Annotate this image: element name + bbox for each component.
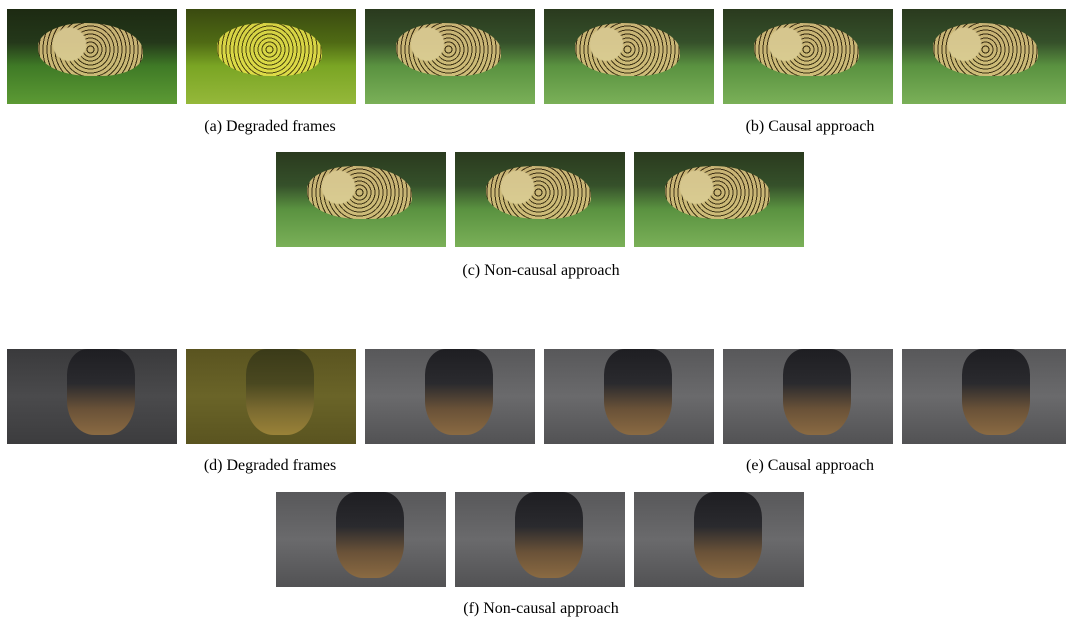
frame-image bbox=[7, 9, 177, 104]
frame-image bbox=[455, 492, 625, 587]
page: {"figures": [ {"panels": [{"caption": "(… bbox=[0, 0, 1066, 625]
subject bbox=[754, 23, 859, 75]
subject bbox=[665, 166, 770, 218]
frame-image bbox=[634, 492, 804, 587]
subject bbox=[307, 166, 412, 218]
subfigure-caption: (a) Degraded frames bbox=[204, 118, 335, 136]
frame-image bbox=[365, 9, 535, 104]
subfigure-caption: (e) Causal approach bbox=[746, 457, 874, 475]
subject bbox=[575, 23, 680, 75]
frame-image bbox=[365, 349, 535, 444]
frame-image bbox=[276, 152, 446, 247]
subject bbox=[67, 349, 135, 435]
subfigure-caption: (b) Causal approach bbox=[746, 118, 875, 136]
frame-image bbox=[186, 9, 356, 104]
subject bbox=[962, 349, 1030, 435]
frame-image bbox=[902, 349, 1066, 444]
subject bbox=[396, 23, 501, 75]
frame-image bbox=[544, 9, 714, 104]
frame-image bbox=[634, 152, 804, 247]
subject bbox=[783, 349, 851, 435]
subject bbox=[515, 492, 583, 578]
subject bbox=[336, 492, 404, 578]
frame-image bbox=[723, 349, 893, 444]
subject bbox=[246, 349, 314, 435]
subfigure-caption: (c) Non-causal approach bbox=[462, 262, 619, 280]
frame-image bbox=[276, 492, 446, 587]
frame-image bbox=[186, 349, 356, 444]
frame-image bbox=[455, 152, 625, 247]
subfigure-caption: (d) Degraded frames bbox=[204, 457, 336, 475]
subject bbox=[38, 23, 143, 75]
frame-image bbox=[723, 9, 893, 104]
frame-image bbox=[902, 9, 1066, 104]
subject bbox=[604, 349, 672, 435]
subject bbox=[486, 166, 591, 218]
frame-image bbox=[544, 349, 714, 444]
subfigure-caption: (f) Non-causal approach bbox=[463, 600, 618, 618]
subject bbox=[425, 349, 493, 435]
subject bbox=[694, 492, 762, 578]
frame-image bbox=[7, 349, 177, 444]
subject bbox=[933, 23, 1038, 75]
subject bbox=[217, 23, 322, 75]
